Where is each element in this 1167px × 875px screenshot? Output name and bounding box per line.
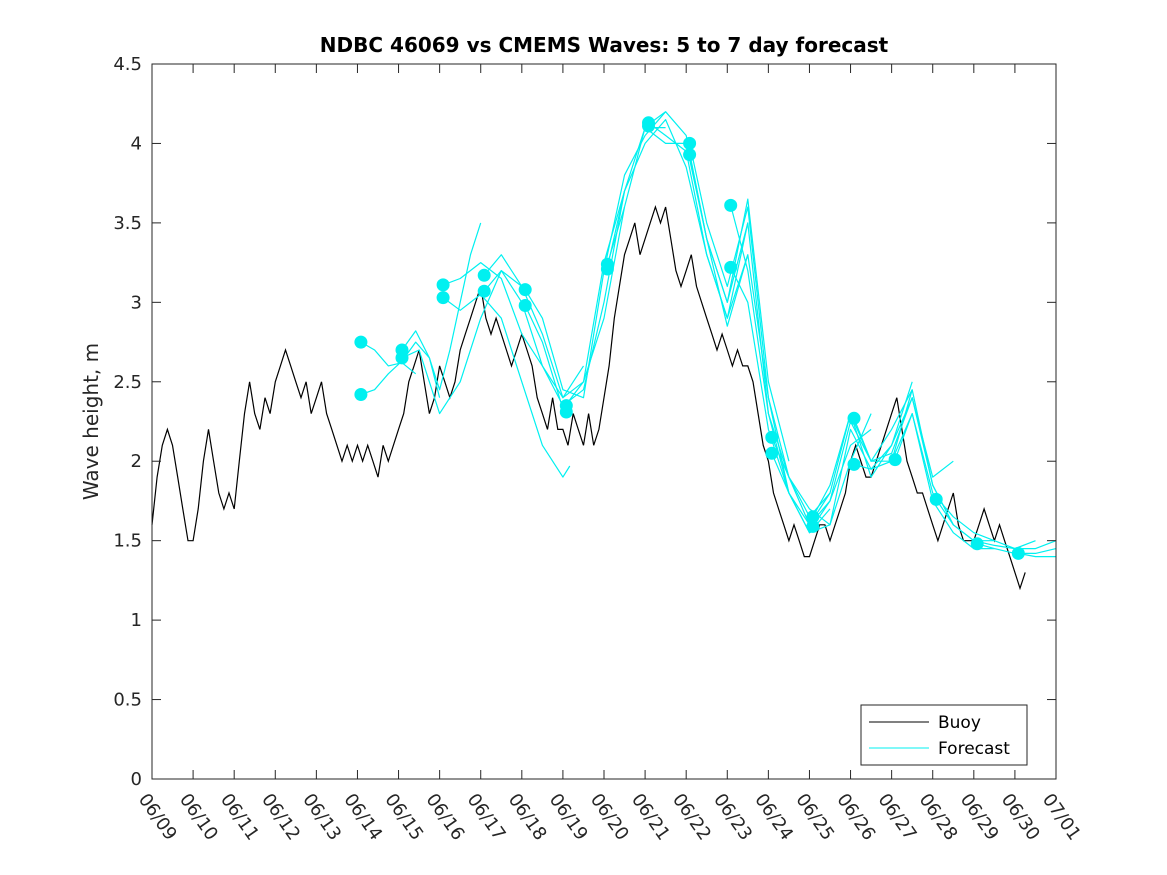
forecast-start-marker	[929, 492, 943, 506]
y-tick-label: 1	[131, 610, 142, 631]
forecast-start-marker	[724, 260, 738, 274]
forecast-start-marker	[395, 351, 409, 365]
y-tick-label: 3	[131, 292, 142, 313]
forecast-start-marker	[847, 411, 861, 425]
forecast-start-marker	[518, 299, 532, 312]
forecast-start-marker	[477, 284, 491, 298]
forecast-run-line	[360, 341, 417, 375]
forecast-start-marker	[477, 268, 491, 282]
legend: Buoy Forecast	[860, 704, 1028, 766]
legend-buoy-label: Buoy	[938, 713, 981, 733]
buoy-series	[151, 205, 1026, 591]
forecast-start-marker	[765, 446, 779, 460]
forecast-run-line	[771, 389, 913, 518]
y-tick-label: 4	[131, 133, 142, 154]
forecast-run-line	[689, 143, 831, 526]
forecast-run-line	[853, 413, 995, 550]
forecast-start-marker	[847, 457, 861, 471]
y-tick-label: 0.5	[113, 690, 142, 711]
forecast-start-marker	[1011, 546, 1025, 560]
forecast-run-line	[483, 190, 626, 407]
forecast-run-line	[771, 381, 913, 534]
forecast-run-line	[935, 499, 1057, 550]
forecast-start-marker	[436, 291, 450, 305]
forecast-series	[360, 111, 1057, 558]
forecast-run-line	[648, 122, 790, 494]
forecast-start-marker	[642, 119, 655, 133]
y-tick-label: 1.5	[113, 531, 142, 552]
forecast-start-marker	[683, 148, 697, 162]
forecast-start-marker	[806, 519, 820, 533]
forecast-start-marker	[354, 388, 368, 401]
forecast-start-marker	[806, 510, 820, 524]
y-tick-label: 4.5	[113, 54, 142, 75]
y-axis-label: Wave height, m	[79, 343, 103, 500]
forecast-start-marker	[683, 136, 697, 150]
forecast-run-line	[442, 262, 585, 399]
forecast-start-marker	[765, 430, 779, 444]
forecast-start-marker	[888, 453, 902, 467]
forecast-start-marker	[559, 405, 573, 419]
forecast-start-marker	[600, 262, 614, 276]
forecast-run-line	[730, 205, 872, 526]
forecast-start-marker	[724, 198, 738, 212]
forecast-start-marker	[970, 537, 984, 551]
forecast-start-marker	[518, 283, 532, 297]
forecast-run-line	[524, 126, 666, 410]
forecast-run-line	[894, 413, 1036, 550]
forecast-run-line	[442, 293, 571, 478]
forecast-start-marker	[436, 278, 450, 292]
forecast-run-line	[483, 206, 626, 399]
buoy-line	[151, 205, 1026, 591]
forecast-run-line	[401, 222, 482, 391]
y-tick-label: 3.5	[113, 213, 142, 234]
chart-title: NDBC 46069 vs CMEMS Waves: 5 to 7 day fo…	[320, 33, 889, 57]
plot-area	[152, 64, 1056, 779]
forecast-start-marker	[354, 335, 368, 349]
y-tick-label: 2	[131, 451, 142, 472]
legend-forecast-label: Forecast	[938, 739, 1010, 759]
legend-box	[860, 704, 1028, 766]
y-tick-label: 2.5	[113, 372, 142, 393]
forecast-run-line	[730, 267, 872, 526]
y-tick-label: 0	[131, 769, 142, 790]
forecast-markers	[354, 116, 1025, 560]
